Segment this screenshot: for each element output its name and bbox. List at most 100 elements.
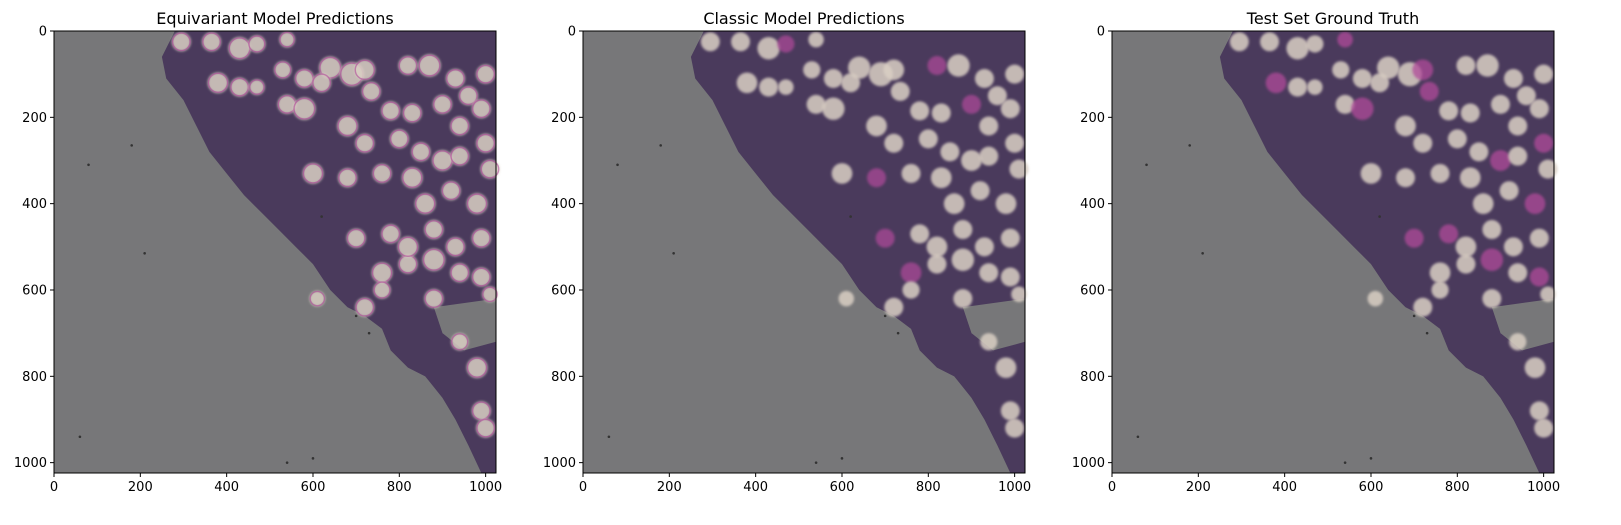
- y-tick-label: 400: [551, 197, 576, 212]
- cell-outline: [471, 401, 491, 421]
- cell-marker: [397, 236, 419, 258]
- cell-marker: [700, 32, 720, 52]
- cell-marker: [1419, 81, 1439, 101]
- cell-marker: [953, 220, 973, 240]
- cell-marker: [422, 248, 446, 271]
- cell-outline: [445, 237, 465, 257]
- cell-outline: [466, 357, 488, 378]
- cell-marker: [831, 163, 853, 184]
- cell-marker: [900, 262, 922, 284]
- cell-marker: [471, 99, 491, 119]
- cell-marker: [759, 77, 779, 97]
- cell-marker: [777, 35, 795, 53]
- cell-outline: [361, 81, 381, 101]
- cell-marker: [1413, 133, 1433, 153]
- speck: [78, 435, 82, 439]
- cell-marker: [1529, 228, 1549, 248]
- y-tick-label: 0: [39, 25, 47, 40]
- cell-marker: [1490, 150, 1511, 171]
- cell-marker: [361, 81, 381, 101]
- y-tick-label: 600: [551, 283, 576, 298]
- cell-marker: [424, 220, 444, 240]
- cell-marker: [337, 115, 358, 137]
- speck: [1369, 457, 1373, 460]
- cell-marker: [228, 37, 251, 60]
- cell-marker: [838, 290, 855, 307]
- cell-outline: [355, 133, 375, 153]
- cell-outline: [274, 61, 292, 79]
- gray-inlet: [1491, 298, 1554, 351]
- y-tick-label: 600: [1080, 283, 1105, 298]
- cell-outline: [372, 164, 392, 183]
- cell-outline: [389, 129, 409, 149]
- cell-marker: [808, 31, 824, 48]
- cell-marker: [1332, 61, 1350, 79]
- gray-inlet: [433, 298, 496, 351]
- x-tick-label: 400: [1272, 480, 1297, 495]
- cell-marker: [1529, 99, 1549, 119]
- cell-marker: [471, 267, 491, 287]
- cell-marker: [398, 56, 418, 76]
- cell-marker: [1490, 94, 1510, 114]
- cell-outline: [207, 72, 229, 94]
- cell-marker: [940, 142, 960, 162]
- y-tick-label: 400: [1080, 197, 1105, 212]
- speck: [354, 314, 358, 318]
- cell-outline: [397, 236, 419, 258]
- panel-title: Equivariant Model Predictions: [156, 9, 393, 28]
- cell-marker: [1524, 357, 1546, 379]
- tissue-region: [161, 31, 496, 473]
- x-tick-label: 1000: [1527, 480, 1560, 495]
- axes-frame: [53, 30, 497, 474]
- x-axis: 0 200 400 600 800 1000: [579, 473, 1031, 495]
- speck: [607, 435, 611, 439]
- cell-marker: [1005, 418, 1025, 438]
- x-tick-label: 0: [579, 480, 587, 495]
- cell-marker: [1377, 56, 1400, 79]
- y-tick-label: 200: [1080, 111, 1105, 126]
- cell-marker: [943, 193, 965, 215]
- cell-outline: [476, 418, 496, 438]
- speck: [1188, 144, 1191, 147]
- cell-marker: [1480, 248, 1504, 271]
- cell-marker: [1431, 281, 1449, 299]
- cell-marker: [1534, 418, 1554, 438]
- cell-outline: [337, 115, 358, 137]
- cell-marker: [445, 68, 465, 88]
- cell-marker: [1430, 163, 1450, 183]
- y-tick-label: 800: [1080, 370, 1105, 385]
- cell-outline: [471, 228, 491, 248]
- speck: [883, 314, 887, 318]
- cell-marker: [418, 54, 441, 77]
- cell-marker: [1000, 267, 1020, 287]
- cell-marker: [1472, 193, 1494, 215]
- tissue-region: [690, 31, 1025, 473]
- cell-marker: [1503, 68, 1523, 88]
- cell-marker: [1360, 163, 1382, 184]
- cell-marker: [1509, 333, 1527, 351]
- cell-outline: [354, 59, 376, 81]
- cell-marker: [1395, 115, 1416, 137]
- image-area: [1112, 31, 1558, 473]
- cell-marker: [1413, 297, 1433, 317]
- cell-marker: [293, 97, 316, 120]
- cell-marker: [841, 73, 861, 93]
- cell-marker: [987, 86, 1007, 106]
- cell-marker: [1367, 290, 1384, 307]
- cell-marker: [806, 94, 826, 114]
- cell-marker: [1000, 228, 1020, 248]
- y-axis: 0 200 400 600 800 1000: [543, 25, 583, 471]
- cell-marker: [1009, 159, 1029, 179]
- cell-marker: [1524, 193, 1546, 215]
- cell-marker: [1529, 401, 1549, 421]
- speck: [849, 215, 852, 218]
- y-tick-label: 800: [551, 370, 576, 385]
- speck: [130, 144, 133, 147]
- x-tick-label: 600: [1359, 480, 1384, 495]
- x-tick-label: 600: [830, 480, 855, 495]
- cell-marker: [979, 146, 999, 166]
- cell-marker: [476, 133, 496, 153]
- speck: [1425, 331, 1429, 335]
- cell-marker: [884, 133, 904, 153]
- x-axis: 0 200 400 600 800 1000: [50, 473, 502, 495]
